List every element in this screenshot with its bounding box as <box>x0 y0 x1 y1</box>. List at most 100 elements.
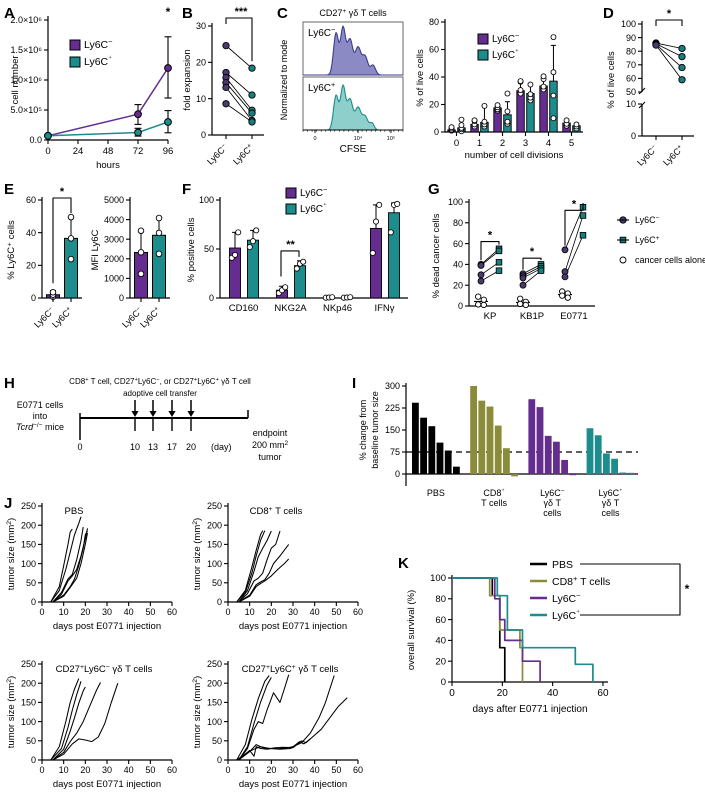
timeline-endpoint-label: endpoint <box>253 428 288 438</box>
group-label: cells <box>601 508 620 518</box>
x-tick-label: CD160 <box>229 303 259 314</box>
growth-curve <box>238 677 272 761</box>
y-tick-label: 40 <box>435 636 446 647</box>
x-tick-label: 20 <box>80 765 90 775</box>
data-point <box>519 281 527 289</box>
bar <box>619 472 627 474</box>
y-tick-label: 5000 <box>104 195 124 205</box>
bar <box>611 458 618 474</box>
panel-g: 0 20 40 60 80 100 % dead cancer cells KP * KB1P * E… <box>423 178 705 338</box>
data-point <box>477 271 485 279</box>
x-tick-label: 60 <box>353 765 363 775</box>
x-tick-label: NKp46 <box>323 303 352 314</box>
bar <box>536 407 544 474</box>
data-point <box>248 109 256 117</box>
data-point <box>559 292 566 299</box>
bar <box>453 466 460 474</box>
panel-j: 0 50 100 150 200 250 0 10 20 30 40 50 60 tumor size (… <box>0 492 364 804</box>
bar <box>516 90 525 133</box>
bar <box>603 453 610 474</box>
data-point <box>155 250 163 258</box>
y-axis-title: overall survival (%) <box>406 590 417 670</box>
y-tick-label: 0 <box>434 127 439 137</box>
y-axis-title: % of live cells <box>415 49 426 107</box>
legend-label: Ly6C− <box>635 215 660 226</box>
group-label: Ly6C⁺ <box>598 488 622 499</box>
data-point <box>504 90 511 97</box>
y-axis-title: MFI Ly6C <box>90 229 101 270</box>
y-tick-label: 0 <box>31 597 36 607</box>
data-point <box>550 34 557 41</box>
x-tick-label: 20 <box>266 607 276 617</box>
survival-curve <box>452 577 541 682</box>
growth-curve <box>52 532 89 603</box>
bar <box>539 85 548 133</box>
x-tick-label: 0 <box>45 146 50 157</box>
series-line <box>47 67 169 137</box>
bar <box>549 80 558 133</box>
survival-curve <box>452 577 524 682</box>
y-tick-label: 250 <box>207 659 222 669</box>
significance-bracket <box>280 250 300 277</box>
y-tick-label: 20 <box>453 280 463 290</box>
timeline-subheading: adoptive cell transfer <box>123 389 197 398</box>
significance-bracket <box>580 563 681 616</box>
data-point <box>504 108 511 115</box>
y-axis-title: cell number <box>10 55 21 104</box>
y-tick-label: 0 <box>441 677 446 688</box>
y-tick-label: 4000 <box>104 215 124 225</box>
data-point <box>155 229 163 237</box>
data-point <box>471 117 478 124</box>
growth-curve <box>238 558 290 603</box>
x-tick-label: 0 <box>39 607 44 617</box>
panel-label-j: J <box>4 495 13 512</box>
data-point <box>579 232 587 239</box>
legend-label: PBS <box>552 559 573 571</box>
data-point <box>137 249 145 256</box>
bar <box>627 472 635 475</box>
growth-curve <box>52 530 88 603</box>
panel-h: CD8+ T cell, CD27+Ly6C−, or CD27+Ly6C+ γ… <box>0 370 300 480</box>
x-tick-label: 5 <box>569 138 574 149</box>
growth-curve <box>238 530 272 603</box>
significance-marker: ** <box>286 239 295 251</box>
y-tick-label: 150 <box>207 540 222 550</box>
timeline-tick-label: 17 <box>167 442 177 452</box>
data-point <box>573 121 580 128</box>
legend-label: Ly6C⁺ <box>492 47 519 62</box>
growth-curve <box>238 530 281 603</box>
y-tick-label: 0 <box>209 293 214 303</box>
y-tick-label: 100 <box>207 559 222 569</box>
panel-label-b: B <box>182 5 193 22</box>
y-tick-label: 150 <box>21 698 36 708</box>
significance-marker: * <box>488 230 493 242</box>
pair-line <box>225 45 253 69</box>
significance-marker: * <box>685 582 690 596</box>
timeline-tick-label: 13 <box>148 442 158 452</box>
y-tick-label: 30 <box>196 21 206 31</box>
y-tick-label: 50 <box>204 244 214 254</box>
x-tick-label: E0771 <box>560 311 587 322</box>
x-tick-label: 10 <box>245 765 255 775</box>
panel-label-c: C <box>277 5 288 22</box>
y-tick-label: 2.0×10⁶ <box>11 15 43 25</box>
transfer-arrow-head <box>168 411 176 417</box>
x-tick-label: 4 <box>546 138 551 149</box>
group-label: PBS <box>427 488 445 498</box>
series-line <box>47 121 169 137</box>
x-tick-label: 10⁵ <box>387 135 395 142</box>
bar <box>569 474 577 476</box>
growth-curve <box>236 530 264 603</box>
y-tick-label: 80 <box>429 17 439 27</box>
y-tick-label: 200 <box>21 678 36 688</box>
hist-label: Ly6C+ <box>308 80 335 95</box>
y-tick-label: 50 <box>212 578 222 588</box>
data-point <box>155 214 163 222</box>
x-tick-label: 40 <box>124 607 134 617</box>
data-point <box>448 124 455 131</box>
data-point <box>67 213 75 221</box>
x-tick-label: 60 <box>167 765 177 775</box>
growth-curve <box>236 675 270 761</box>
x-tick-label: 50 <box>331 765 341 775</box>
histogram-trace <box>302 25 404 76</box>
